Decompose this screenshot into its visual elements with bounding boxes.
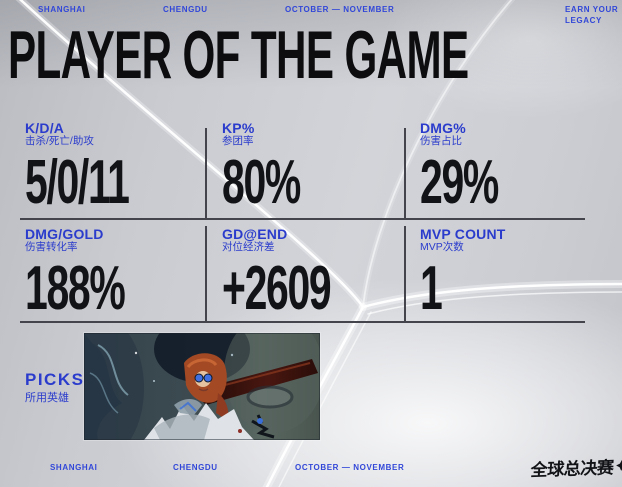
footer-city-shanghai: SHANGHAI [50,463,98,472]
header-slogan: EARN YOUR LEGACY [565,4,618,26]
stat-dmg-gold-sublabel: 伤害转化率 [25,241,78,253]
stat-dmg-gold: DMG/GOLD 伤害转化率 188% [25,227,205,320]
stat-kda-label: K/D/A [25,120,65,136]
stat-kp-value: 80% [222,148,301,217]
header-slogan-line2: LEGACY [565,16,602,25]
worlds-crest-icon [615,459,622,471]
stat-mvp-count-sublabel: MVP次数 [420,241,464,253]
stat-dmg-pct-value: 29% [420,148,499,217]
stat-gd-end: GD@END 对位经济差 +2609 [222,227,402,320]
header-slogan-line1: EARN YOUR [565,5,619,14]
champion-pick-image [84,333,320,440]
divider-vertical-row1-a [205,128,207,218]
stat-kp: KP% 参团率 80% [222,121,402,214]
stat-kda: K/D/A 击杀/死亡/助攻 5/0/11 [25,121,205,214]
footer-dates: OCTOBER — NOVEMBER [295,463,405,472]
header-dates: OCTOBER — NOVEMBER [285,5,395,14]
page-title: PLAYER OF THE GAME [8,17,469,93]
stat-kda-value: 5/0/11 [25,148,130,217]
picks-sublabel: 所用英雄 [25,392,69,404]
stat-kda-sublabel: 击杀/死亡/助攻 [25,135,94,147]
stat-mvp-count-label: MVP COUNT [420,226,506,242]
stat-dmg-gold-label: DMG/GOLD [25,226,104,242]
header-city-shanghai: SHANGHAI [38,5,86,14]
stat-gd-end-label: GD@END [222,226,288,242]
stat-gd-end-sublabel: 对位经济差 [222,241,275,253]
stat-mvp-count-value: 1 [420,254,443,323]
divider-horizontal-1 [20,218,585,220]
champion-artwork [84,333,320,440]
stat-dmg-gold-value: 188% [25,254,126,323]
stat-mvp-count: MVP COUNT MVP次数 1 [420,227,600,320]
stat-gd-end-value: +2609 [222,254,332,323]
stat-dmg-pct: DMG% 伤害占比 29% [420,121,600,214]
stat-kp-label: KP% [222,120,255,136]
divider-vertical-row1-b [404,128,406,218]
divider-horizontal-2 [20,321,585,323]
picks-label: PICKS [25,370,85,389]
stat-kp-sublabel: 参团率 [222,135,254,147]
header-city-chengdu: CHENGDU [163,5,208,14]
worlds-25-logo: 全球总决赛 25 [530,452,622,481]
stat-dmg-pct-label: DMG% [420,120,466,136]
worlds-logo-text: 全球总决赛 [530,458,615,481]
divider-vertical-row2-b [404,226,406,321]
footer-city-chengdu: CHENGDU [173,463,218,472]
divider-vertical-row2-a [205,226,207,321]
stat-dmg-pct-sublabel: 伤害占比 [420,135,462,147]
